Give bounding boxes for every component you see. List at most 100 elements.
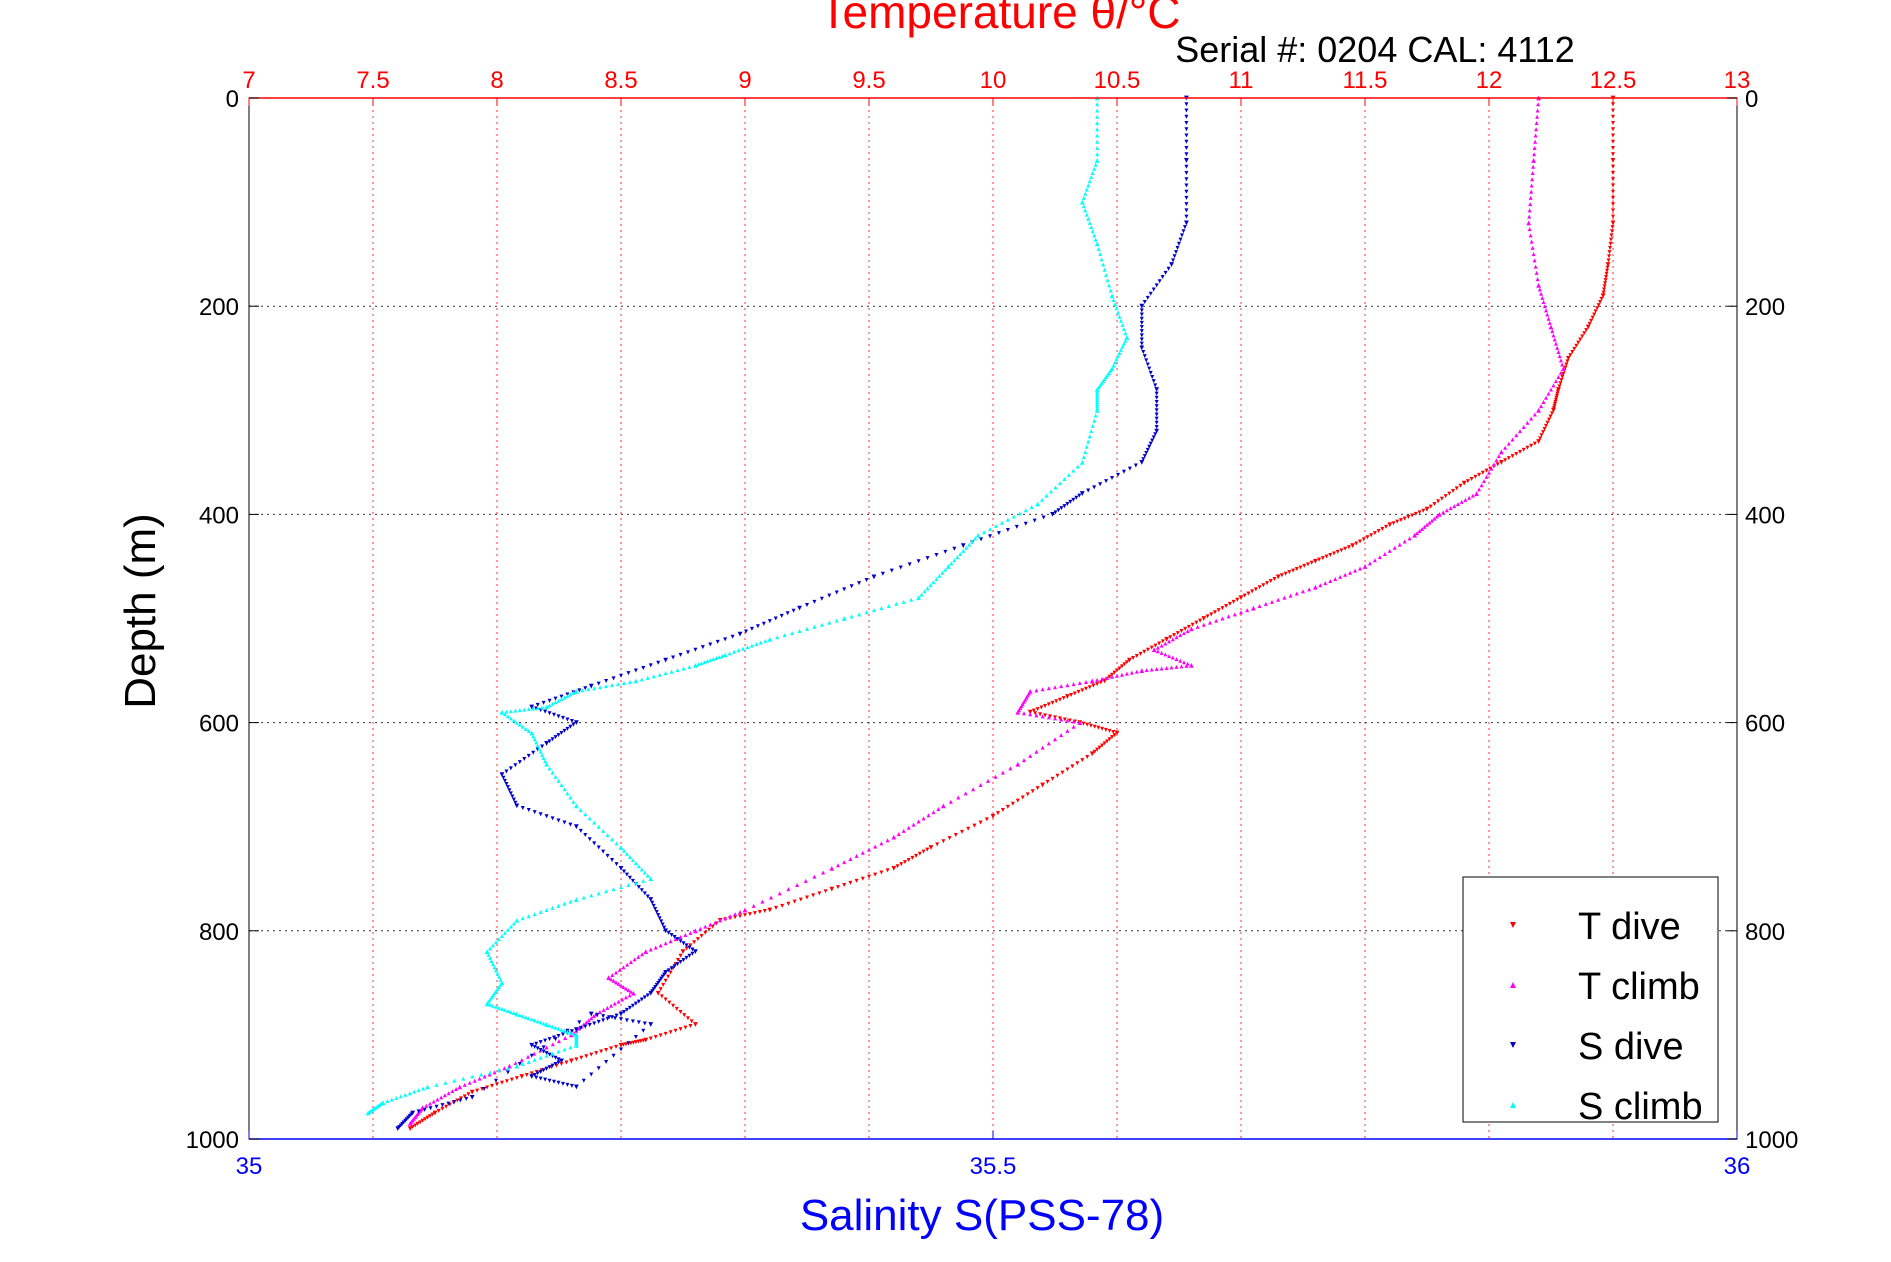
interpolated-point <box>604 1047 609 1052</box>
data-point <box>1437 512 1442 517</box>
interpolated-point <box>1590 315 1595 320</box>
interpolated-point <box>653 906 658 911</box>
interpolated-point <box>1087 220 1092 225</box>
data-point <box>407 1126 413 1131</box>
interpolated-point <box>547 703 552 708</box>
interpolated-point <box>899 862 904 867</box>
data-point <box>1114 730 1120 736</box>
interpolated-point <box>627 875 632 880</box>
interpolated-point <box>488 1070 493 1075</box>
interpolated-point <box>569 719 574 724</box>
interpolated-point <box>751 903 756 908</box>
interpolated-point <box>948 799 953 804</box>
interpolated-point <box>1538 436 1543 441</box>
interpolated-point <box>1163 270 1168 275</box>
interpolated-point <box>583 686 588 691</box>
interpolated-point <box>494 1004 499 1009</box>
data-point <box>1531 158 1537 163</box>
data-point <box>1139 303 1145 309</box>
data-point <box>1050 512 1055 517</box>
interpolated-point <box>949 561 954 566</box>
interpolated-point <box>499 1080 504 1085</box>
interpolated-point <box>619 885 623 890</box>
interpolated-point <box>543 1038 548 1043</box>
data-point <box>1536 282 1541 288</box>
interpolated-point <box>591 1014 596 1019</box>
interpolated-point <box>1020 795 1025 800</box>
interpolated-point <box>1154 420 1159 425</box>
interpolated-point <box>1582 331 1587 336</box>
interpolated-point <box>1599 296 1604 301</box>
interpolated-point <box>666 930 671 935</box>
interpolated-point <box>556 1080 561 1085</box>
interpolated-point <box>1561 371 1566 376</box>
interpolated-point <box>520 724 525 729</box>
interpolated-point <box>529 1053 534 1058</box>
interpolated-point <box>517 760 522 765</box>
interpolated-point <box>605 1005 610 1010</box>
interpolated-point <box>1239 610 1243 615</box>
temperature-tick-label: 10.5 <box>1094 67 1141 94</box>
interpolated-point <box>1611 189 1615 194</box>
interpolated-point <box>616 999 621 1004</box>
interpolated-point <box>1541 399 1546 404</box>
interpolated-point <box>1534 120 1539 125</box>
interpolated-point <box>842 882 847 887</box>
interpolated-point <box>502 712 507 717</box>
interpolated-point <box>1144 450 1149 455</box>
interpolated-point <box>514 720 519 725</box>
interpolated-point <box>805 602 809 607</box>
interpolated-point <box>422 1107 427 1112</box>
interpolated-point <box>1427 520 1432 525</box>
interpolated-point <box>1552 402 1557 407</box>
interpolated-point <box>641 878 646 883</box>
interpolated-point <box>642 995 647 1000</box>
interpolated-point <box>502 930 507 935</box>
data-point <box>606 975 611 981</box>
interpolated-point <box>628 960 633 965</box>
interpolated-point <box>513 1061 518 1066</box>
interpolated-point <box>577 688 582 693</box>
interpolated-point <box>598 685 603 690</box>
interpolated-point <box>1046 686 1051 691</box>
interpolated-point <box>797 628 802 633</box>
interpolated-point <box>1611 208 1615 213</box>
interpolated-point <box>568 1030 573 1035</box>
interpolated-point <box>1174 250 1179 255</box>
interpolated-point <box>1098 680 1103 685</box>
data-point <box>1474 491 1479 496</box>
interpolated-point <box>1542 427 1547 432</box>
interpolated-point <box>498 977 503 982</box>
interpolated-point <box>1093 162 1098 167</box>
interpolated-point <box>762 909 767 914</box>
interpolated-point <box>650 900 655 905</box>
interpolated-point <box>1093 237 1098 242</box>
interpolated-point <box>1139 337 1144 342</box>
interpolated-point <box>1261 583 1266 588</box>
interpolated-point <box>502 1066 507 1071</box>
interpolated-point <box>556 733 561 738</box>
interpolated-point <box>777 891 782 896</box>
interpolated-point <box>490 1083 495 1088</box>
data-point <box>975 532 981 538</box>
interpolated-point <box>1090 423 1095 428</box>
interpolated-point <box>1611 152 1615 157</box>
interpolated-point <box>562 1028 567 1033</box>
interpolated-point <box>431 1099 436 1104</box>
interpolated-point <box>678 935 683 940</box>
data-point <box>1015 709 1021 715</box>
interpolated-point <box>1139 329 1144 334</box>
interpolated-point <box>446 1091 451 1096</box>
interpolated-point <box>556 1033 561 1038</box>
interpolated-point <box>1177 241 1181 246</box>
interpolated-point <box>1510 437 1515 442</box>
interpolated-point <box>1529 189 1534 194</box>
interpolated-point <box>509 1077 514 1082</box>
interpolated-point <box>682 1013 687 1018</box>
data-point <box>573 1027 579 1033</box>
interpolated-point <box>1076 689 1081 694</box>
interpolated-point <box>1080 688 1085 693</box>
interpolated-point <box>541 755 546 760</box>
legend-label: T dive <box>1578 906 1681 948</box>
interpolated-point <box>1532 152 1537 157</box>
